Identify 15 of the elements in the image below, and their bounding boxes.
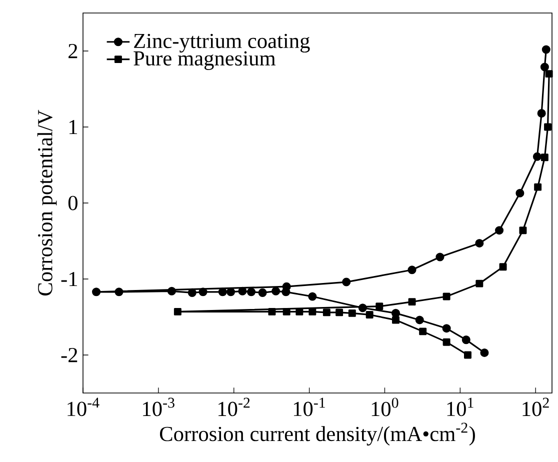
x-tick-label: 10$^{0}$ bbox=[372, 398, 398, 416]
x-tick-label: 10$^{-4}$ bbox=[68, 398, 100, 416]
y-tick-label: -2 bbox=[61, 348, 78, 362]
y-axis-title: Corrosion potential/V bbox=[37, 110, 57, 296]
x-tick-label: 10$^{2}$ bbox=[522, 398, 549, 416]
x-tick-label: 10$^{-2}$ bbox=[218, 398, 250, 416]
x-axis-title: Corrosion current density/(mA•cm$^{-2}$) bbox=[160, 422, 475, 446]
y-tick-label: 0 bbox=[68, 196, 78, 210]
x-tick-label: 10$^{-3}$ bbox=[143, 398, 174, 416]
y-tick-label: 1 bbox=[70, 120, 78, 134]
legend-label: Pure magnesium bbox=[134, 51, 276, 70]
x-tick-label: 10$^{1}$ bbox=[447, 398, 474, 416]
y-tick-label: -1 bbox=[61, 272, 78, 286]
y-tick-label: 2 bbox=[68, 44, 78, 58]
x-tick-label: 10$^{-1}$ bbox=[294, 398, 325, 416]
